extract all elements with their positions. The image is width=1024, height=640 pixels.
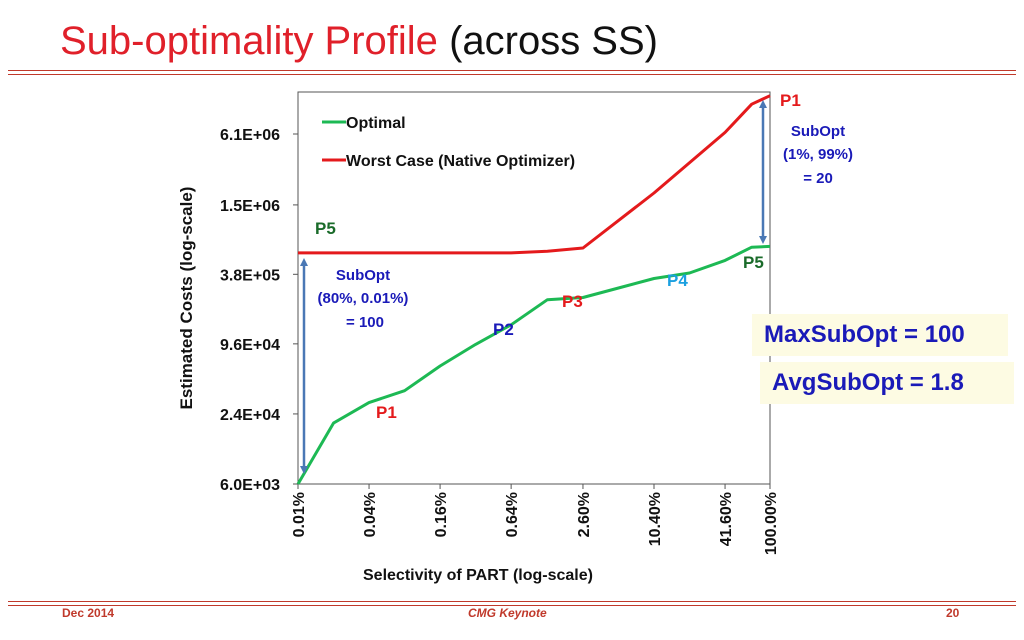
max-subopt-callout: MaxSubOpt = 100 (752, 314, 1008, 356)
footer-page-number: 20 (946, 606, 960, 620)
title-sub: (across SS) (449, 19, 658, 63)
series-line-optimal (296, 244, 771, 485)
y-tick-label: 3.8E+05 (220, 267, 280, 284)
annotation-label: P1 (780, 91, 801, 110)
legend-label: Optimal (346, 115, 406, 132)
x-tick-label: 0.01% (291, 492, 308, 537)
x-tick-label: 2.60% (576, 492, 593, 537)
annotation-label: P5 (315, 219, 336, 238)
x-tick-label: 0.64% (504, 492, 521, 537)
title-rule-2 (8, 74, 1016, 75)
annotation-label: P4 (667, 271, 688, 290)
y-tick-label: 1.5E+06 (220, 198, 280, 215)
y-tick-label: 2.4E+04 (220, 407, 280, 424)
footer-event: CMG Keynote (468, 606, 547, 620)
y-axis-title: Estimated Costs (log-scale) (177, 187, 196, 410)
title-rule (8, 70, 1016, 71)
annotation-label: (1%, 99%) (783, 146, 853, 163)
x-tick-label: 41.60% (718, 492, 735, 546)
y-tick-label: 9.6E+04 (220, 337, 280, 354)
annotation-label: P2 (493, 320, 514, 339)
title-main: Sub-optimality Profile (60, 19, 438, 63)
annotation-label: (80%, 0.01%) (318, 290, 409, 307)
series-line-worst-case (298, 94, 771, 255)
slide-title: Sub-optimality Profile (across SS) (60, 16, 658, 66)
legend-label: Worst Case (Native Optimizer) (346, 153, 575, 170)
avg-subopt-callout: AvgSubOpt = 1.8 (760, 362, 1014, 404)
annotation-label: P5 (743, 253, 764, 272)
annotation-label: P1 (376, 403, 397, 422)
x-tick-label: 10.40% (647, 492, 664, 546)
annotation-label: SubOpt (336, 267, 390, 284)
cost-chart: 6.0E+03 2.4E+04 9.6E+04 3.8E+05 1.5E+06 6.1E+… (177, 91, 853, 584)
annotation-label: = 100 (346, 314, 384, 331)
annotation-label: = 20 (803, 170, 833, 187)
footer-rule (8, 601, 1016, 602)
plot-area (297, 91, 771, 485)
y-tick-label: 6.0E+03 (220, 477, 280, 494)
footer-rule-2 (8, 605, 1016, 606)
annotation-label: SubOpt (791, 123, 845, 140)
x-tick-label: 0.04% (362, 492, 379, 537)
y-tick-label: 6.1E+06 (220, 127, 280, 144)
footer-date: Dec 2014 (62, 606, 115, 620)
x-tick-label: 0.16% (433, 492, 450, 537)
x-axis-title: Selectivity of PART (log-scale) (363, 567, 593, 584)
x-tick-label: 100.00% (763, 492, 780, 555)
annotation-label: P3 (562, 292, 583, 311)
